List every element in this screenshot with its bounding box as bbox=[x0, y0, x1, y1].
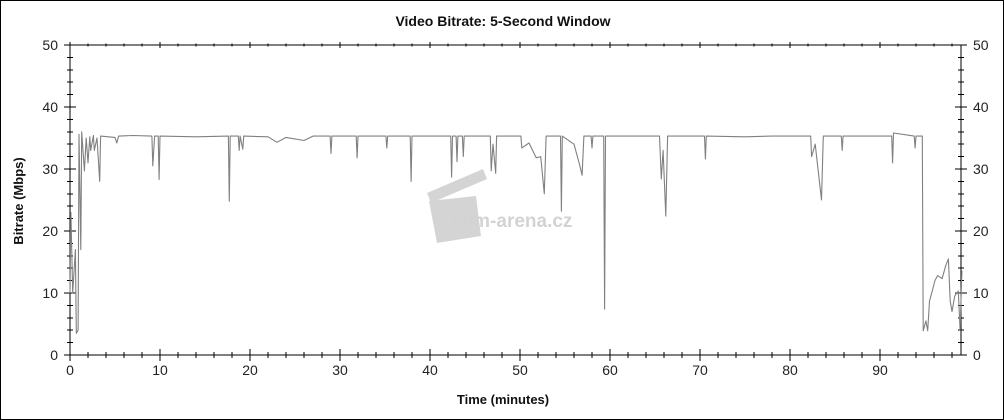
bitrate-series-line bbox=[69, 131, 963, 334]
y-tick-label-left: 0 bbox=[50, 347, 58, 363]
watermark-logo: Film-arena.cz bbox=[427, 169, 572, 243]
x-axis-label: Time (minutes) bbox=[457, 392, 549, 407]
y-tick-label-right: 50 bbox=[973, 37, 989, 53]
x-tick-label: 20 bbox=[242, 362, 258, 378]
y-tick-label-right: 0 bbox=[973, 347, 981, 363]
y-tick-label-right: 30 bbox=[973, 161, 989, 177]
x-tick-label: 10 bbox=[152, 362, 168, 378]
y-tick-label-left: 30 bbox=[42, 161, 58, 177]
y-tick-label-left: 40 bbox=[42, 99, 58, 115]
y-axis-label: Bitrate (Mbps) bbox=[11, 157, 26, 244]
x-tick-label: 90 bbox=[872, 362, 888, 378]
chart-title: Video Bitrate: 5-Second Window bbox=[395, 13, 610, 29]
y-tick-label-right: 20 bbox=[973, 223, 989, 239]
y-tick-label-left: 50 bbox=[42, 37, 58, 53]
y-tick-label-right: 40 bbox=[973, 99, 989, 115]
y-tick-label-left: 20 bbox=[42, 223, 58, 239]
x-tick-label: 70 bbox=[692, 362, 708, 378]
y-tick-label-left: 10 bbox=[42, 285, 58, 301]
x-tick-label: 40 bbox=[422, 362, 438, 378]
x-tick-label: 80 bbox=[782, 362, 798, 378]
x-tick-label: 30 bbox=[332, 362, 348, 378]
clapperboard-icon bbox=[427, 169, 487, 243]
x-tick-label: 0 bbox=[66, 362, 74, 378]
x-tick-label: 50 bbox=[512, 362, 528, 378]
y-tick-label-right: 10 bbox=[973, 285, 989, 301]
x-tick-label: 60 bbox=[602, 362, 618, 378]
watermark-text: Film-arena.cz bbox=[451, 211, 572, 232]
